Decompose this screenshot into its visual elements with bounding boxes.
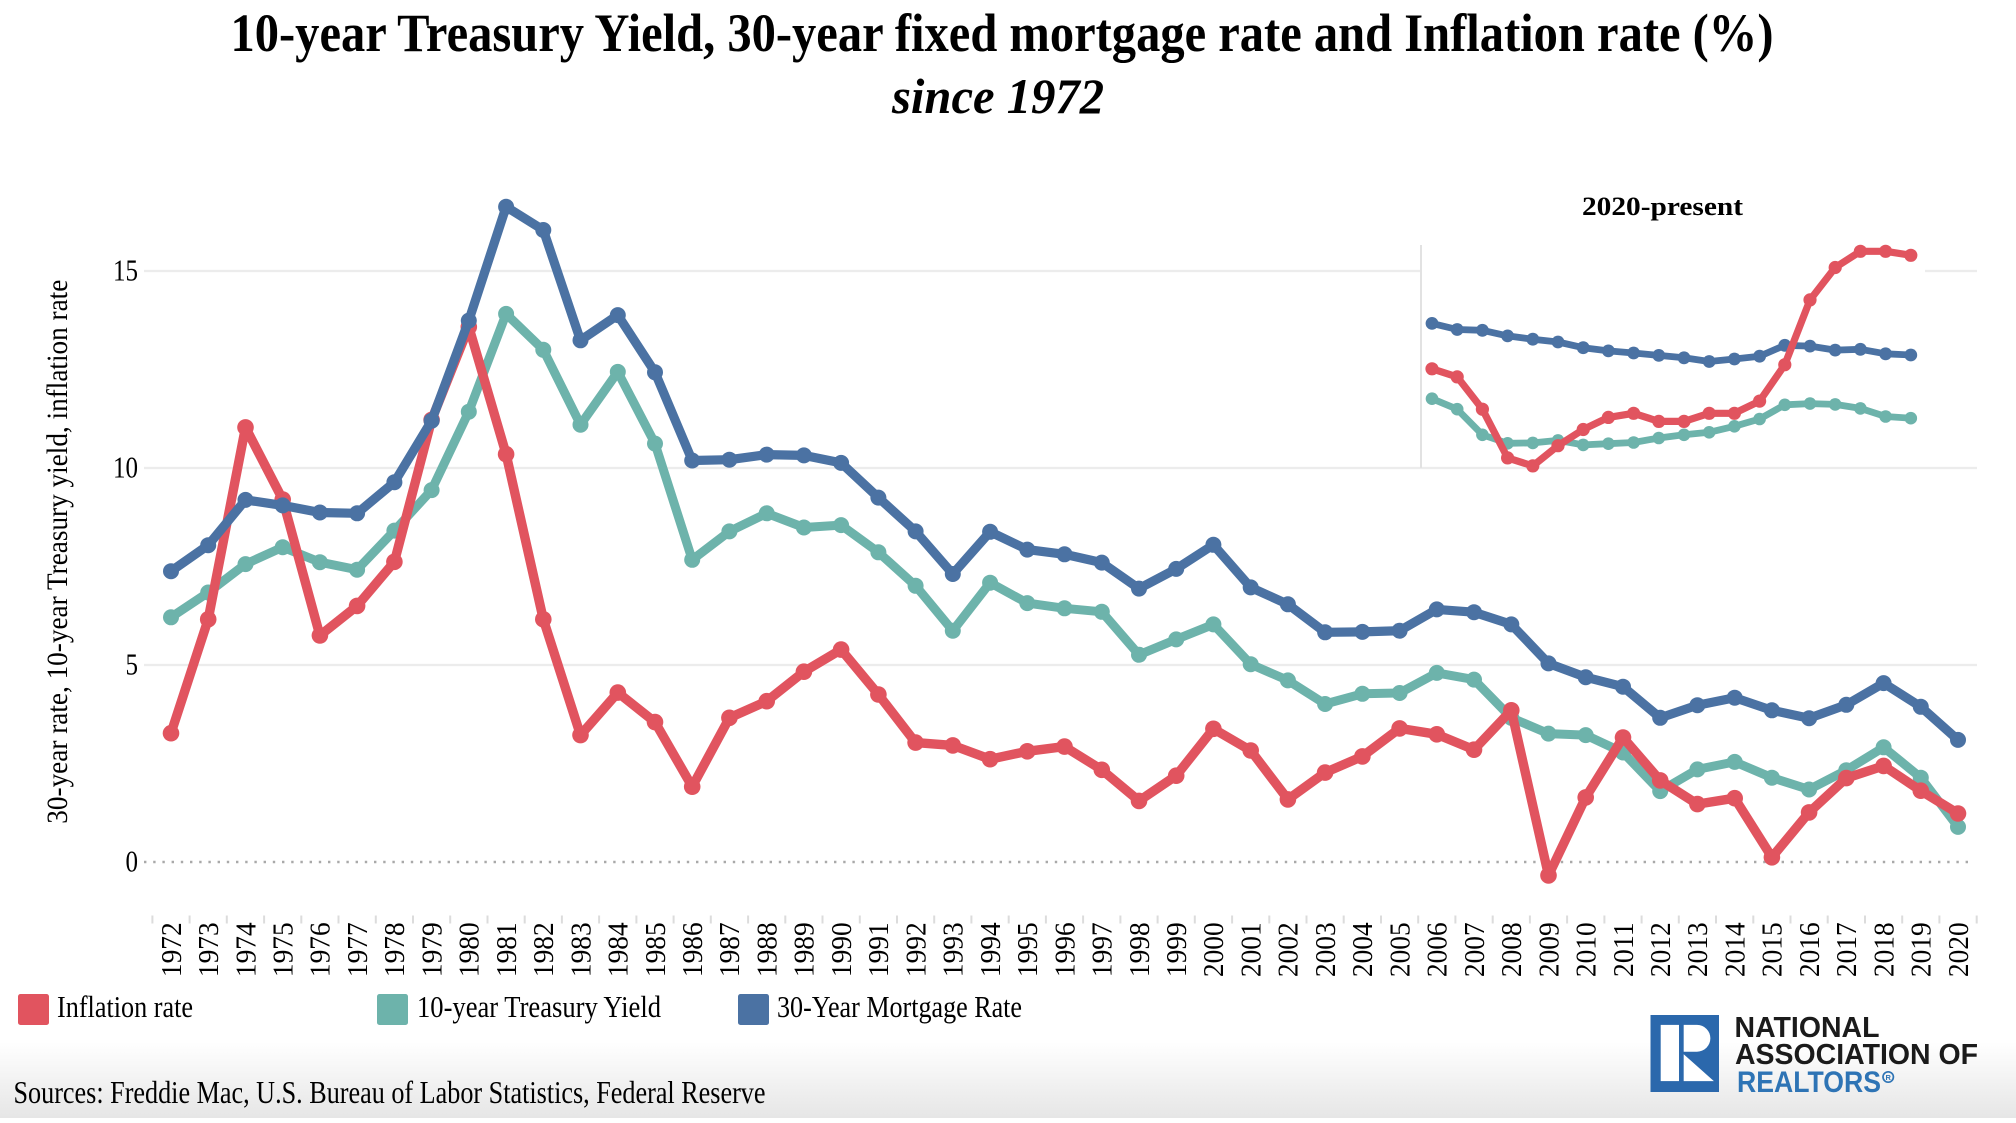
svg-text:1991: 1991 [863, 922, 895, 977]
svg-text:1997: 1997 [1087, 922, 1119, 977]
svg-text:1985: 1985 [640, 922, 672, 977]
svg-text:2019: 2019 [1906, 922, 1938, 977]
svg-text:1988: 1988 [752, 922, 784, 977]
svg-text:2020: 2020 [1943, 922, 1975, 977]
svg-text:2000: 2000 [1198, 922, 1230, 977]
svg-text:2003: 2003 [1310, 922, 1342, 977]
svg-text:2006: 2006 [1422, 922, 1454, 977]
svg-text:1976: 1976 [305, 922, 337, 977]
svg-text:1980: 1980 [454, 922, 486, 977]
svg-text:2002: 2002 [1273, 922, 1305, 977]
svg-text:2020-present: 2020-present [1582, 192, 1743, 221]
svg-text:2017: 2017 [1831, 922, 1863, 977]
svg-text:0: 0 [126, 844, 139, 879]
svg-text:5: 5 [126, 647, 139, 682]
svg-text:1989: 1989 [789, 922, 821, 977]
svg-text:2007: 2007 [1459, 922, 1491, 977]
svg-text:1998: 1998 [1124, 922, 1156, 977]
svg-text:2018: 2018 [1868, 922, 1900, 977]
svg-text:2015: 2015 [1757, 922, 1789, 977]
svg-text:1984: 1984 [603, 922, 635, 977]
svg-text:1974: 1974 [230, 922, 262, 977]
svg-text:1982: 1982 [528, 922, 560, 977]
svg-text:1986: 1986 [677, 922, 709, 977]
svg-text:2013: 2013 [1682, 922, 1714, 977]
svg-text:2004: 2004 [1347, 922, 1379, 977]
svg-text:15: 15 [113, 253, 138, 288]
svg-text:2014: 2014 [1720, 922, 1752, 977]
svg-text:1994: 1994 [975, 922, 1007, 977]
svg-text:1992: 1992 [900, 922, 932, 977]
svg-text:10-year Treasury Yield: 10-year Treasury Yield [417, 989, 661, 1024]
svg-text:1978: 1978 [379, 922, 411, 977]
svg-text:2009: 2009 [1533, 922, 1565, 977]
svg-text:Inflation rate: Inflation rate [57, 989, 193, 1024]
svg-text:1990: 1990 [826, 922, 858, 977]
svg-text:10: 10 [113, 450, 138, 485]
svg-text:1983: 1983 [565, 922, 597, 977]
svg-text:REALTORS: REALTORS [1737, 1066, 1881, 1099]
svg-text:1987: 1987 [714, 922, 746, 977]
svg-text:30-year rate, 10-year Treasury: 30-year rate, 10-year Treasury yield, in… [41, 280, 74, 824]
svg-text:Sources: Freddie Mac, U.S. Bur: Sources: Freddie Mac, U.S. Bureau of Lab… [14, 1074, 766, 1110]
svg-text:2010: 2010 [1571, 922, 1603, 977]
svg-text:1979: 1979 [416, 922, 448, 977]
svg-text:1995: 1995 [1012, 922, 1044, 977]
svg-text:10-year Treasury Yield, 30-yea: 10-year Treasury Yield, 30-year fixed mo… [231, 3, 1774, 63]
svg-text:2011: 2011 [1608, 922, 1640, 977]
svg-text:ASSOCIATION OF: ASSOCIATION OF [1735, 1039, 1978, 1071]
svg-text:30-Year Mortgage Rate: 30-Year Mortgage Rate [777, 989, 1022, 1024]
svg-text:1973: 1973 [193, 922, 225, 977]
svg-text:2005: 2005 [1384, 922, 1416, 977]
svg-text:1996: 1996 [1049, 922, 1081, 977]
svg-text:1972: 1972 [156, 922, 188, 977]
svg-text:NATIONAL: NATIONAL [1735, 1012, 1880, 1044]
svg-text:R: R [1885, 1073, 1891, 1082]
svg-text:1975: 1975 [268, 922, 300, 977]
svg-text:2012: 2012 [1645, 922, 1677, 977]
svg-text:2008: 2008 [1496, 922, 1528, 977]
svg-text:1993: 1993 [938, 922, 970, 977]
svg-text:since 1972: since 1972 [891, 68, 1104, 124]
svg-text:2001: 2001 [1236, 922, 1268, 977]
svg-text:1999: 1999 [1161, 922, 1193, 977]
svg-text:1977: 1977 [342, 922, 374, 977]
svg-text:1981: 1981 [491, 922, 523, 977]
svg-text:2016: 2016 [1794, 922, 1826, 977]
